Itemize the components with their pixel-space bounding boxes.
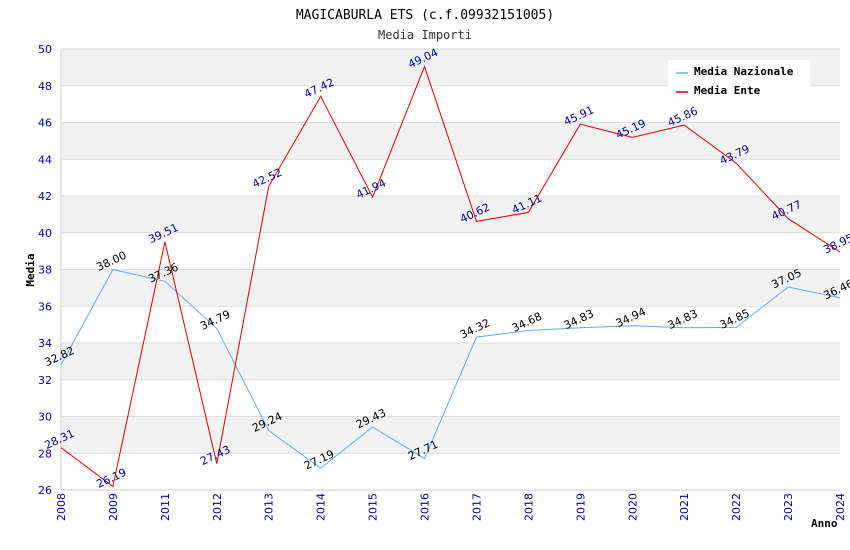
data-label-media-ente: 26.19 <box>94 466 128 491</box>
x-tick-label: 2018 <box>522 493 535 521</box>
axes: 26 28 30 32 34 36 38 40 42 44 46 48 50 2008 2009 2011 20… <box>38 43 847 521</box>
y-tick-label: 32 <box>38 374 52 387</box>
grid-band <box>61 122 840 160</box>
y-tick-label: 26 <box>38 484 52 497</box>
background-bands <box>61 49 840 454</box>
grid-band <box>61 343 840 380</box>
x-tick-label: 2008 <box>55 493 68 521</box>
x-tick-label: 2011 <box>159 493 172 521</box>
y-tick-label: 46 <box>38 117 52 130</box>
x-tick-label: 2023 <box>782 493 795 521</box>
data-label-media-nazionale: 34.79 <box>198 308 232 333</box>
grid-band <box>61 416 840 454</box>
x-tick-label: 2014 <box>315 493 328 521</box>
x-tick-label: 2021 <box>678 493 691 521</box>
series-layer <box>60 65 841 488</box>
legend-box <box>668 60 810 102</box>
x-tick-label: 2024 <box>834 493 847 521</box>
legend-label-media-nazionale: Media Nazionale <box>694 65 794 78</box>
y-tick-label: 42 <box>38 190 52 203</box>
grid-band <box>61 269 840 307</box>
x-tick-label: 2020 <box>626 493 639 521</box>
series-line-media-ente <box>60 65 841 488</box>
data-label-media-nazionale: 34.83 <box>562 307 596 332</box>
y-tick-label: 30 <box>38 411 52 424</box>
x-tick-label: 2015 <box>367 493 380 521</box>
grid-band <box>61 196 840 233</box>
y-tick-label: 40 <box>38 227 52 240</box>
x-tick-label: 2013 <box>263 493 276 521</box>
x-tick-label: 2012 <box>211 493 224 521</box>
series-line-media-nazionale <box>60 268 841 469</box>
y-tick-label: 50 <box>38 43 52 56</box>
y-tick-label: 28 <box>38 447 52 460</box>
chart-subtitle: Media Importi <box>378 28 472 42</box>
x-axis-label: Anno <box>811 517 838 530</box>
data-label-media-nazionale: 34.85 <box>718 307 752 332</box>
legend-label-media-ente: Media Ente <box>694 84 761 97</box>
gridlines <box>61 48 840 491</box>
y-tick-label: 38 <box>38 264 52 277</box>
chart-title: MAGICABURLA ETS (c.f.09932151005) <box>296 8 554 23</box>
x-tick-label: 2017 <box>470 493 483 521</box>
data-label-media-nazionale: 34.83 <box>666 307 700 332</box>
y-tick-label: 36 <box>38 300 52 313</box>
y-axis-label: Media <box>24 253 37 286</box>
y-tick-label: 48 <box>38 80 52 93</box>
x-tick-label: 2009 <box>107 493 120 521</box>
x-tick-label: 2019 <box>574 493 587 521</box>
x-tick-label: 2016 <box>419 493 432 521</box>
legend: Media Nazionale Media Ente <box>668 60 810 102</box>
y-tick-label: 44 <box>38 153 52 166</box>
x-tick-label: 2022 <box>730 493 743 521</box>
data-label-media-ente: 42.52 <box>250 166 284 191</box>
y-tick-label: 34 <box>38 337 52 350</box>
data-label-media-nazionale: 34.32 <box>458 316 492 341</box>
data-label-media-ente: 38.95 <box>821 231 850 256</box>
